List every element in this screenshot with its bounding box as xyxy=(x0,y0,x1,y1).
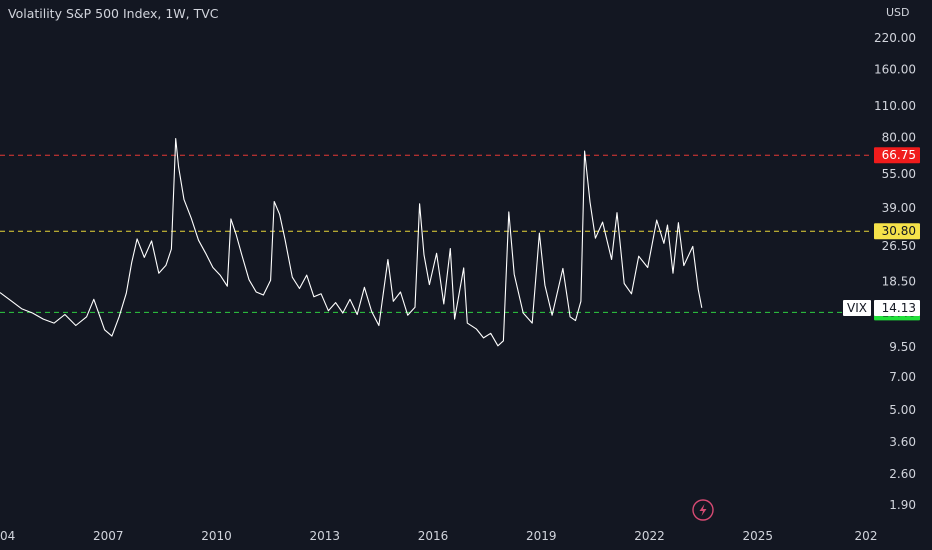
level-price-badge xyxy=(874,147,920,164)
lightning-icon[interactable] xyxy=(692,499,714,521)
y-tick-label: 5.00 xyxy=(889,403,916,417)
last-price-badge xyxy=(874,300,920,316)
x-tick-label: 2007 xyxy=(93,529,124,543)
symbol-badge xyxy=(843,300,871,316)
y-tick-label: 55.00 xyxy=(882,167,916,181)
y-tick-label: 3.60 xyxy=(889,435,916,449)
level-lines xyxy=(0,154,872,313)
x-tick-label: 202 xyxy=(855,529,878,543)
y-tick-label: 220.00 xyxy=(874,31,916,45)
x-axis-ticks: 2004 2007 2010 2013 2016 2019 2022 2025 202 xyxy=(0,529,877,543)
y-tick-label: 9.50 xyxy=(889,340,916,354)
vix-price-line xyxy=(0,137,703,347)
y-tick-label: 26.50 xyxy=(882,239,916,253)
y-tick-label: 110.00 xyxy=(874,99,916,113)
x-tick-label: 2004 xyxy=(0,529,15,543)
level-price-text: 30.80 xyxy=(882,224,916,238)
last-price-text: 14.13 xyxy=(882,301,916,315)
y-tick-label: 160.00 xyxy=(874,62,916,76)
x-tick-label: 2025 xyxy=(743,529,774,543)
level-price-text: 66.75 xyxy=(882,148,916,162)
symbol-text: VIX xyxy=(847,301,867,315)
y-tick-label: 1.90 xyxy=(889,498,916,512)
chart-title: Volatility S&P 500 Index, 1W, TVC xyxy=(8,6,219,21)
x-tick-label: 2016 xyxy=(418,529,449,543)
y-tick-label: 80.00 xyxy=(882,130,916,144)
last-value-label: VIX 14.13 xyxy=(843,300,920,316)
y-tick-label: 7.00 xyxy=(889,370,916,384)
y-tick-label: 39.00 xyxy=(882,201,916,215)
x-tick-label: 2010 xyxy=(201,529,232,543)
y-tick-label: 18.50 xyxy=(882,274,916,288)
currency-label: USD xyxy=(886,6,910,19)
y-axis-ticks: 220.00 160.00 110.00 80.00 55.00 39.00 26.50 18… xyxy=(874,31,916,512)
y-tick-label: 2.60 xyxy=(889,467,916,481)
level-price-badge xyxy=(874,223,920,240)
x-tick-label: 2013 xyxy=(310,529,341,543)
x-tick-label: 2019 xyxy=(526,529,557,543)
x-tick-label: 2022 xyxy=(634,529,665,543)
